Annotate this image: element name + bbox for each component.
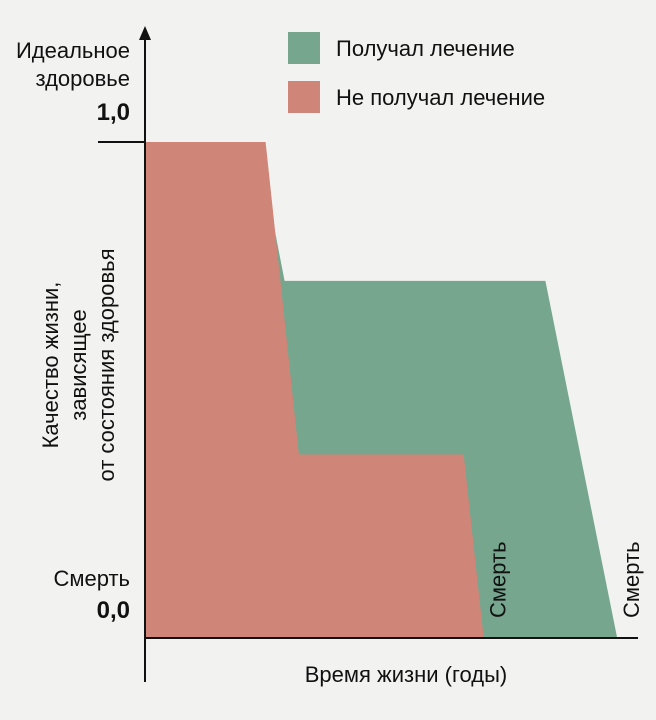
y-bottom-label: Смерть (53, 566, 130, 591)
y-axis-arrow (139, 26, 151, 40)
death-label-untreated: Смерть (486, 541, 511, 618)
y-axis-title-line1: Качество жизни, (38, 282, 63, 449)
legend: Получал лечение Не получал лечение (288, 32, 545, 113)
y-top-label-line1: Идеальное (16, 38, 130, 63)
y-axis-title-line2: зависящее (66, 309, 91, 421)
death-label-treated: Смерть (619, 541, 644, 618)
y-axis-title: Качество жизни, зависящее от состояния з… (38, 248, 119, 481)
plot-area (145, 142, 618, 638)
legend-swatch-untreated (288, 81, 320, 113)
legend-label-untreated: Не получал лечение (336, 85, 545, 110)
y-top-label-line2: здоровье (35, 66, 130, 91)
legend-swatch-treated (288, 32, 320, 64)
y-bottom-value: 0,0 (97, 597, 130, 624)
legend-label-treated: Получал лечение (336, 36, 515, 61)
area-untreated (145, 142, 484, 638)
x-axis-title: Время жизни (годы) (305, 662, 508, 687)
y-top-value: 1,0 (97, 99, 130, 126)
y-axis-title-line3: от состояния здоровья (94, 248, 119, 481)
